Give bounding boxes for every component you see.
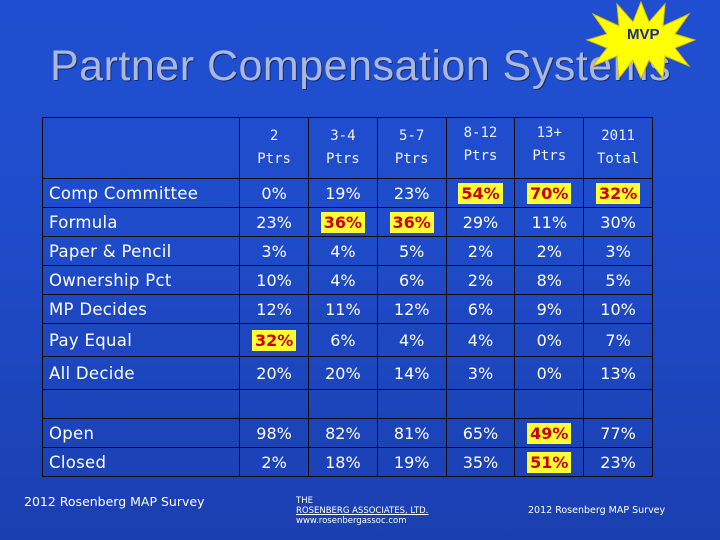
header-blank xyxy=(41,117,241,179)
table-cell: 2% xyxy=(445,236,516,266)
row-label: All Decide xyxy=(41,356,241,390)
table-cell: 7% xyxy=(583,323,653,357)
highlighted-value: 32% xyxy=(251,329,297,351)
table-header-row: 2 Ptrs 3-4 Ptrs 5-7 Ptrs 8-12 Ptrs 13+ Ptrs 2… xyxy=(41,117,653,179)
table-cell: 35% xyxy=(445,447,516,477)
table-spacer-row xyxy=(41,389,653,419)
table-cell: 5% xyxy=(583,265,653,295)
row-label: MP Decides xyxy=(41,294,241,324)
highlighted-value: 70% xyxy=(527,182,572,204)
table-cell: 19% xyxy=(307,178,378,208)
table-cell: 29% xyxy=(445,207,516,237)
table-row: Closed 2% 18% 19% 35% 51% 23% xyxy=(41,447,653,477)
table-cell: 9% xyxy=(514,294,585,324)
footer-company-line1: THE xyxy=(296,496,313,506)
table-cell: 2% xyxy=(239,447,309,477)
header-8-12-ptrs: 8-12 Ptrs xyxy=(445,117,516,179)
header-5-7-ptrs: 5-7 Ptrs xyxy=(376,117,447,179)
table-cell: 11% xyxy=(307,294,378,324)
table-cell: 13% xyxy=(583,356,653,390)
highlighted-value: 36% xyxy=(389,211,434,233)
row-label: Pay Equal xyxy=(41,323,241,357)
table-cell: 4% xyxy=(307,265,378,295)
table-cell: 6% xyxy=(376,265,447,295)
highlighted-value: 54% xyxy=(458,182,503,204)
starburst-icon xyxy=(585,0,697,80)
table-row: Open 98% 82% 81% 65% 49% 77% xyxy=(41,418,653,448)
slide-title: Partner Compensation Systems xyxy=(50,42,672,90)
table-cell: 32% xyxy=(583,178,653,208)
table-cell: 20% xyxy=(307,356,378,390)
footer-survey-right: 2012 Rosenberg MAP Survey xyxy=(528,505,666,516)
table-cell: 14% xyxy=(376,356,447,390)
footer-company-name[interactable]: ROSENBERG ASSOCIATES, LTD. xyxy=(296,506,429,516)
footer-company: THE ROSENBERG ASSOCIATES, LTD. www.rosen… xyxy=(296,496,428,526)
table-row: Formula 23% 36% 36% 29% 11% 30% xyxy=(41,207,653,237)
table-cell: 2% xyxy=(514,236,585,266)
table-cell: 12% xyxy=(239,294,309,324)
table-row: All Decide 20% 20% 14% 3% 0% 13% xyxy=(41,356,653,390)
highlighted-value: 49% xyxy=(527,422,572,444)
table-cell: 19% xyxy=(376,447,447,477)
table-cell: 51% xyxy=(514,447,585,477)
footer-survey-left: 2012 Rosenberg MAP Survey xyxy=(24,494,205,509)
mvp-badge: MVP xyxy=(627,26,660,43)
row-label: Paper & Pencil xyxy=(41,236,241,266)
table-row: Comp Committee 0% 19% 23% 54% 70% 32% xyxy=(41,178,653,208)
table-cell: 70% xyxy=(514,178,585,208)
table-cell: 5% xyxy=(376,236,447,266)
table-cell: 23% xyxy=(376,178,447,208)
highlighted-value: 36% xyxy=(320,211,366,233)
table-cell: 6% xyxy=(307,323,378,357)
table-cell: 6% xyxy=(445,294,516,324)
header-13-plus-ptrs: 13+ Ptrs xyxy=(514,117,585,179)
row-label: Formula xyxy=(41,207,241,237)
table-row: Pay Equal 32% 6% 4% 4% 0% 7% xyxy=(41,323,653,357)
table-cell: 77% xyxy=(583,418,653,448)
table-cell: 54% xyxy=(445,178,516,208)
table-cell: 10% xyxy=(239,265,309,295)
compensation-table: 2 Ptrs 3-4 Ptrs 5-7 Ptrs 8-12 Ptrs 13+ Ptrs 2… xyxy=(41,117,653,477)
table-row: MP Decides 12% 11% 12% 6% 9% 10% xyxy=(41,294,653,324)
row-label: Comp Committee xyxy=(41,178,241,208)
table-cell: 0% xyxy=(239,178,309,208)
table-cell: 81% xyxy=(376,418,447,448)
table-cell: 4% xyxy=(307,236,378,266)
table-cell: 0% xyxy=(514,356,585,390)
row-label: Ownership Pct xyxy=(41,265,241,295)
table-cell: 23% xyxy=(239,207,309,237)
table-cell: 23% xyxy=(583,447,653,477)
table-cell: 65% xyxy=(445,418,516,448)
table-cell: 4% xyxy=(376,323,447,357)
header-2-ptrs: 2 Ptrs xyxy=(239,117,309,179)
table-cell: 0% xyxy=(514,323,585,357)
table-cell: 36% xyxy=(307,207,378,237)
table-cell: 32% xyxy=(239,323,309,357)
table-cell: 98% xyxy=(239,418,309,448)
header-3-4-ptrs: 3-4 Ptrs xyxy=(307,117,378,179)
header-2011-total: 2011 Total xyxy=(583,117,653,179)
table-row: Paper & Pencil 3% 4% 5% 2% 2% 3% xyxy=(41,236,653,266)
table-cell: 10% xyxy=(583,294,653,324)
footer-website-link[interactable]: www.rosenbergassoc.com xyxy=(296,516,407,526)
table-cell: 11% xyxy=(514,207,585,237)
table-cell: 8% xyxy=(514,265,585,295)
table-cell: 12% xyxy=(376,294,447,324)
table-cell: 3% xyxy=(445,356,516,390)
table-cell: 36% xyxy=(376,207,447,237)
table-cell: 4% xyxy=(445,323,516,357)
table-cell: 20% xyxy=(239,356,309,390)
table-cell: 3% xyxy=(239,236,309,266)
highlighted-value: 51% xyxy=(527,451,572,473)
row-label: Closed xyxy=(41,447,241,477)
table-cell: 82% xyxy=(307,418,378,448)
table-cell: 2% xyxy=(445,265,516,295)
table-cell: 30% xyxy=(583,207,653,237)
row-label: Open xyxy=(41,418,241,448)
table-cell: 3% xyxy=(583,236,653,266)
table-cell: 49% xyxy=(514,418,585,448)
table-cell: 18% xyxy=(307,447,378,477)
table-row: Ownership Pct 10% 4% 6% 2% 8% 5% xyxy=(41,265,653,295)
highlighted-value: 32% xyxy=(595,182,641,204)
